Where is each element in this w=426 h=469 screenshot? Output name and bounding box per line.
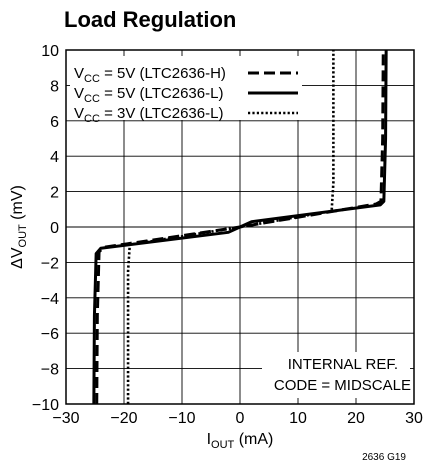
y-tick-label: −8: [41, 362, 59, 379]
y-tick-label: 2: [50, 185, 59, 202]
legend-label: VCC = 3V (LTC2636-L): [74, 105, 223, 125]
legend-label: VCC = 5V (LTC2636-H): [74, 65, 226, 85]
y-tick-label: 6: [50, 114, 59, 131]
legend: VCC = 5V (LTC2636-H)VCC = 5V (LTC2636-L)…: [70, 56, 302, 125]
annotation-line-1: INTERNAL REF.: [288, 356, 398, 373]
plot-frame: [65, 49, 415, 405]
x-tick-label: −10: [168, 410, 195, 427]
legend-label: VCC = 5V (LTC2636-L): [74, 85, 223, 105]
y-tick-labels: −10 −8 −6 −4 −2 0 2 4 6 8 10: [32, 43, 59, 414]
y-tick-label: 0: [50, 220, 59, 237]
y-axis-label: ΔVOUT (mV): [9, 185, 29, 269]
figure-id: 2636 G19: [362, 452, 406, 463]
series-line-dotted: [126, 50, 335, 404]
x-tick-label: 20: [347, 410, 365, 427]
legend-items: VCC = 5V (LTC2636-H)VCC = 5V (LTC2636-L)…: [74, 65, 298, 125]
y-tick-label: −10: [32, 397, 59, 414]
series-line-solid: [92, 49, 388, 405]
y-tick-label: 4: [50, 149, 59, 166]
annotation-line-2: CODE = MIDSCALE: [274, 377, 411, 394]
x-tick-labels: −30 −20 −10 0 10 20 30: [52, 410, 423, 427]
x-tick-label: −20: [110, 410, 137, 427]
annotation-background: [262, 352, 410, 398]
y-tick-label: −6: [41, 326, 59, 343]
x-tick-label: −30: [52, 410, 79, 427]
annotation: INTERNAL REF. CODE = MIDSCALE: [262, 352, 411, 398]
x-axis-label: IOUT (mA): [207, 431, 274, 451]
x-tick-label: 0: [236, 410, 245, 427]
legend-background: [70, 56, 302, 120]
x-tick-label: 10: [289, 410, 307, 427]
series-layer: [92, 49, 388, 405]
y-tick-label: −2: [41, 255, 59, 272]
y-tick-label: 8: [50, 78, 59, 95]
chart-title: Load Regulation: [64, 7, 236, 32]
y-tick-label: 10: [41, 43, 59, 60]
x-tick-label: 30: [405, 410, 423, 427]
y-tick-label: −4: [41, 291, 59, 308]
